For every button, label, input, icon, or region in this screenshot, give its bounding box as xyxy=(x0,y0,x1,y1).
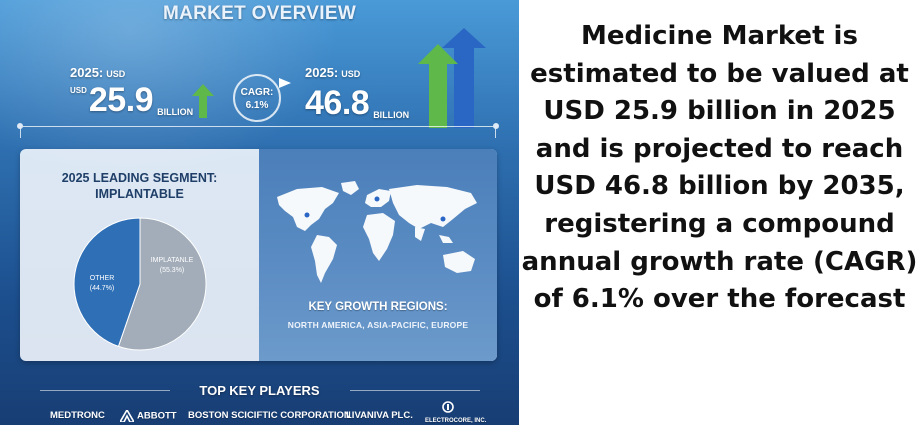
end-year: 2025: xyxy=(305,65,339,80)
start-value-block: 2025: USD USD 25.9 BILLION xyxy=(70,64,193,117)
start-currency: USD xyxy=(106,69,126,79)
headline-text: Medicine Market is estimated to be value… xyxy=(521,21,918,315)
players-divider-right xyxy=(350,390,480,391)
growth-arrows-icon xyxy=(418,28,486,128)
values-bracket xyxy=(17,123,499,138)
segment-region-card: 2025 LEADING SEGMENT: IMPLANTABLE IMPLAT… xyxy=(20,149,497,361)
world-map-icon xyxy=(277,181,477,283)
pie-slice-other xyxy=(73,217,141,348)
end-currency: USD xyxy=(341,69,361,79)
pie-pct-other: (44.7%) xyxy=(90,285,115,292)
player-livanova: LIVANIVA PLC. xyxy=(346,410,413,421)
abbott-logo-icon xyxy=(120,410,134,422)
pie-label-implantable: IMPLATANLE xyxy=(151,257,194,264)
segment-title: 2025 LEADING SEGMENT: IMPLANTABLE xyxy=(20,170,259,202)
regions-label: KEY GROWTH REGIONS: xyxy=(308,301,448,313)
growth-regions-panel: KEY GROWTH REGIONS: NORTH AMERICA, ASIA-… xyxy=(259,149,497,361)
start-year: 2025: xyxy=(70,65,104,80)
player-abbott: ABBOTT xyxy=(120,410,177,422)
player-electrocore: ELECTROCORE, INC. xyxy=(425,418,487,424)
growth-arrow-small-icon xyxy=(192,84,214,118)
cagr-label: CAGR: xyxy=(240,87,274,98)
electrocore-logo-icon xyxy=(442,401,454,413)
start-unit: BILLION xyxy=(157,107,194,117)
player-medtronic: MEDTRONC xyxy=(50,410,105,421)
cagr-value: 6.1% xyxy=(245,100,269,111)
end-unit: BILLION xyxy=(373,110,410,120)
end-value: 46.8 xyxy=(305,84,370,122)
segment-title-line1: 2025 LEADING SEGMENT: xyxy=(61,171,218,185)
players-title: TOP KEY PLAYERS xyxy=(199,383,320,398)
leading-segment-panel: 2025 LEADING SEGMENT: IMPLANTABLE IMPLAT… xyxy=(20,149,259,361)
start-currency-side: USD xyxy=(70,86,87,95)
players-divider-left xyxy=(40,390,170,391)
regions-value: NORTH AMERICA, ASIA-PACIFIC, EUROPE xyxy=(287,320,469,330)
pie-label-other: OTHER xyxy=(90,275,115,282)
infographic-title: MARKET OVERVIEW xyxy=(162,3,357,24)
end-value-block: 2025: USD 46.8 BILLION xyxy=(305,64,409,120)
player-abbott-label: ABBOTT xyxy=(137,410,177,422)
cagr-arrow-icon xyxy=(279,78,291,88)
market-infographic: MARKET OVERVIEW 2025: USD USD 25.9 BILLIO… xyxy=(0,0,519,425)
segment-title-line2: IMPLANTABLE xyxy=(95,187,184,201)
player-boston-scientific: BOSTON SCICIFTIC CORPORATION xyxy=(188,410,351,421)
cagr-badge: CAGR: 6.1% xyxy=(233,74,281,122)
segment-pie-chart: IMPLATANLE (55.3%) OTHER (44.7%) xyxy=(73,217,207,351)
start-value: 25.9 xyxy=(88,81,154,119)
pie-pct-implantable: (55.3%) xyxy=(160,267,185,274)
